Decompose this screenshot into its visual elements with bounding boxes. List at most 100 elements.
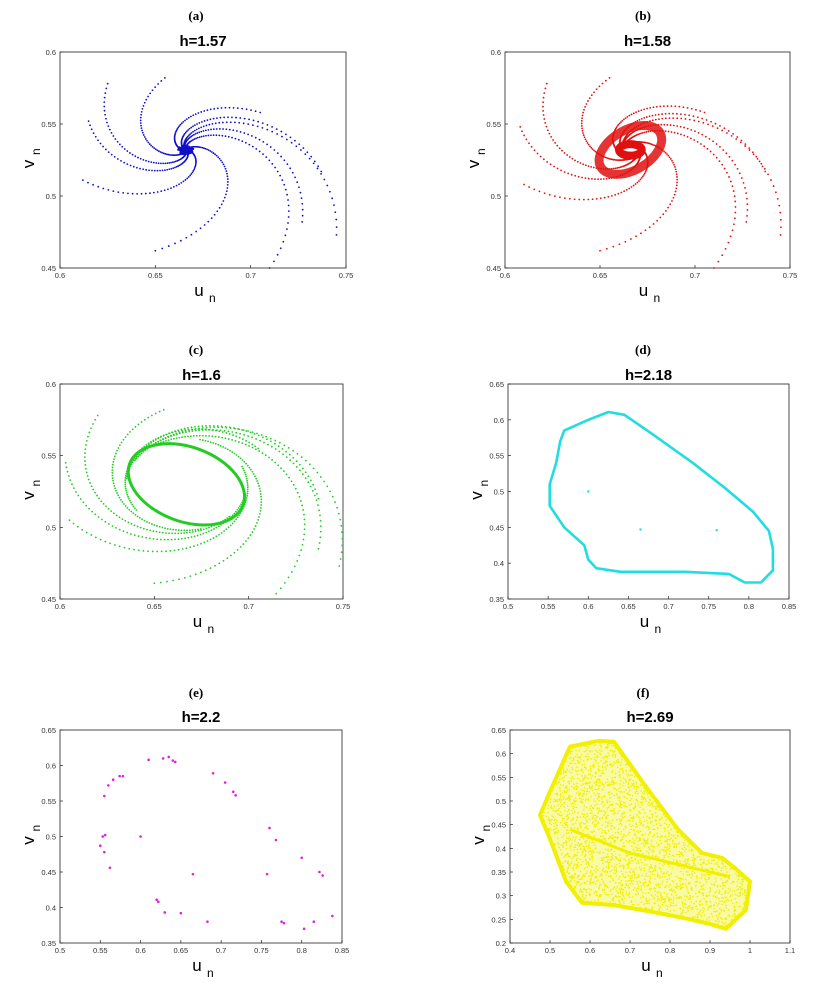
attractor-point (710, 904, 712, 907)
spiral-point (614, 193, 617, 196)
attractor-point (578, 845, 581, 848)
attractor-point (704, 875, 707, 877)
spiral-point (168, 532, 170, 535)
attractor-point (702, 910, 705, 912)
spiral-point (199, 527, 202, 530)
attractor-point (644, 798, 647, 800)
spiral-point (97, 185, 100, 188)
attractor-point (595, 880, 598, 883)
attractor-point (619, 860, 622, 862)
spiral-point (339, 558, 342, 560)
attractor-point (620, 887, 623, 889)
spiral-point (108, 128, 111, 131)
spiral-point (289, 136, 292, 139)
x-tick-label: 0.5 (545, 946, 555, 955)
spiral-point (213, 426, 216, 429)
spiral-point (229, 524, 232, 527)
attractor-point (702, 884, 705, 887)
spiral-point (260, 434, 263, 436)
attractor-point (728, 909, 730, 911)
x-axis-label-sub: n (207, 966, 214, 980)
spiral-point (216, 429, 218, 432)
spiral-point (598, 85, 601, 88)
spiral-point (688, 118, 691, 121)
spiral-point (120, 441, 123, 444)
spiral-point (156, 525, 158, 527)
attractor-point (550, 797, 552, 800)
spiral-point (187, 134, 190, 137)
attractor-point (736, 889, 738, 891)
attractor-point (642, 808, 645, 811)
attractor-point (545, 815, 547, 818)
attractor-point (717, 922, 720, 925)
spiral-point (116, 140, 119, 143)
spiral-point (124, 485, 127, 488)
attractor-point (622, 777, 625, 780)
spiral-point (122, 530, 125, 533)
attractor-point (566, 862, 569, 865)
attractor-point (660, 896, 662, 899)
spiral-point (150, 161, 153, 164)
spiral-point (275, 128, 278, 130)
attractor-point (581, 775, 583, 777)
attractor-point (573, 849, 575, 851)
attractor-point (621, 769, 623, 772)
spiral-point (162, 434, 165, 437)
attractor-point (600, 884, 603, 886)
spiral-point (316, 167, 319, 170)
spiral-point (226, 178, 229, 180)
spiral-point (247, 430, 249, 432)
spiral-point (225, 121, 228, 124)
spiral-point (341, 544, 344, 547)
attractor-point (722, 865, 725, 868)
attractor-point (595, 871, 597, 873)
spiral-point (640, 109, 643, 112)
spiral-point (320, 172, 322, 175)
attractor-point (590, 889, 592, 891)
attractor-point (571, 768, 574, 771)
spiral-point (205, 434, 207, 437)
spiral-point (293, 565, 296, 568)
spiral-point (664, 112, 667, 115)
attractor-point (655, 823, 658, 826)
attractor-point (573, 803, 575, 805)
attractor-point (632, 815, 635, 818)
spiral-point (107, 523, 110, 525)
spiral-point (227, 438, 230, 440)
spiral-point (197, 529, 200, 532)
spiral-point (148, 169, 150, 172)
spiral-point (340, 524, 343, 527)
spiral-point (634, 183, 637, 185)
attractor-point (590, 865, 593, 868)
attractor-point (730, 899, 733, 902)
attractor-point (622, 835, 625, 837)
attractor-point (584, 875, 586, 878)
spiral-point (98, 497, 100, 500)
attractor-point (547, 827, 550, 830)
spiral-point (715, 156, 718, 159)
spiral-point (148, 537, 151, 540)
spiral-point (243, 132, 246, 134)
spiral-point (338, 565, 341, 567)
spiral-point (171, 431, 173, 434)
spiral-point (185, 431, 187, 434)
spiral-point (241, 442, 244, 445)
spiral-point (583, 136, 586, 139)
spiral-point (134, 513, 137, 516)
spiral-point (201, 427, 204, 429)
spiral-point (703, 145, 706, 148)
spiral-point (669, 124, 672, 126)
attractor-point (628, 809, 631, 811)
spiral-point (116, 449, 118, 452)
spiral-point (301, 473, 304, 476)
spiral-point (177, 538, 180, 541)
attractor-point (652, 828, 655, 831)
spiral-point (331, 197, 334, 200)
spiral-point (256, 432, 258, 435)
spiral-point (157, 83, 159, 85)
attractor-point (722, 897, 725, 899)
y-axis-label-group: vn (464, 148, 488, 168)
spiral-point (673, 163, 675, 166)
attractor-point (589, 853, 592, 856)
spiral-point (175, 184, 178, 187)
